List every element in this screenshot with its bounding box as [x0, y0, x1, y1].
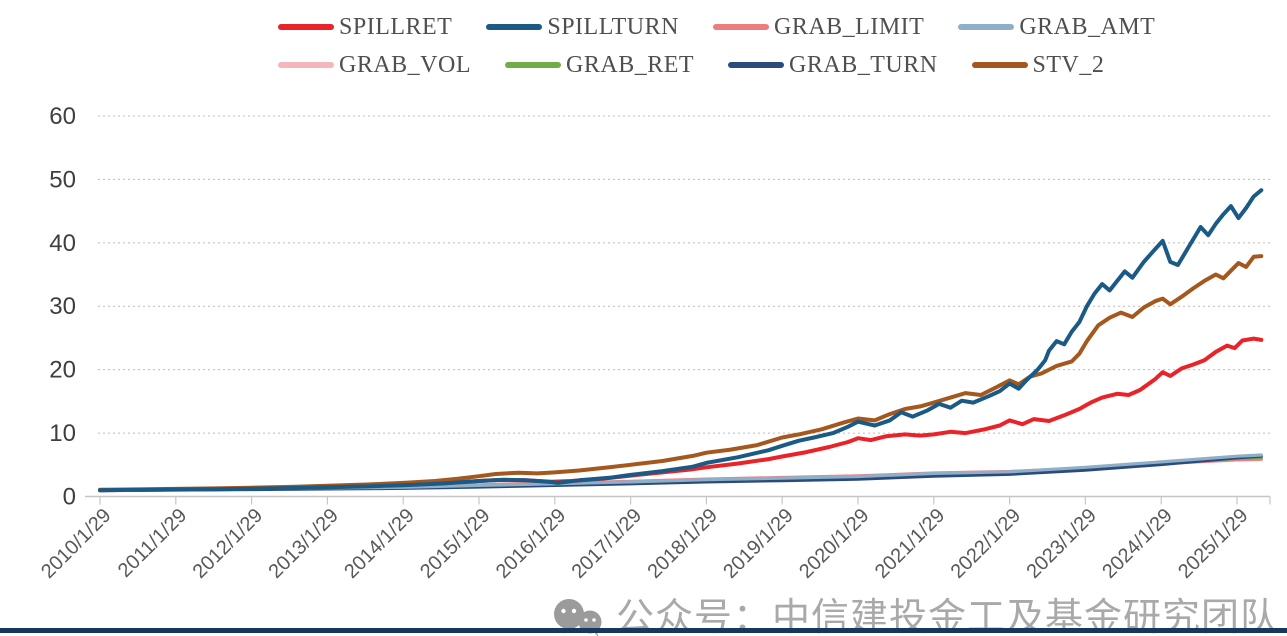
legend-item-SPILLTURN: SPILLTURN [486, 14, 679, 41]
legend-swatch-SPILLRET [278, 24, 334, 30]
legend-label: SPILLTURN [547, 13, 679, 40]
x-tick-label: 2018/1/29 [643, 504, 721, 582]
x-tick-label: 2012/1/29 [189, 504, 267, 582]
legend-label: GRAB_TURN [789, 51, 938, 78]
x-tick-label: 2016/1/29 [492, 504, 570, 582]
legend-swatch-SPILLTURN [486, 24, 543, 30]
legend-item-GRAB_LIMIT: GRAB_LIMIT [712, 13, 925, 41]
x-tick-label: 2011/1/29 [114, 504, 191, 581]
legend-swatch-GRAB_TURN [728, 62, 785, 68]
legend-label: GRAB_LIMIT [773, 13, 925, 40]
series-line-STV_2 [98, 254, 1264, 492]
x-tick-label: 2015/1/29 [416, 504, 494, 582]
x-tick-label: 2023/1/29 [1022, 504, 1100, 582]
bottom-divider-bar [0, 628, 1287, 633]
x-tick-label: 2022/1/29 [947, 504, 1025, 582]
y-tick-label: 0 [63, 484, 76, 511]
legend-swatch-GRAB_VOL [278, 62, 334, 68]
x-tick-label: 2010/1/29 [37, 504, 115, 582]
legend-item-SPILLRET: SPILLRET [278, 14, 452, 41]
legend-swatch-GRAB_RET [505, 62, 562, 68]
line-chart: 0 10 20 30 40 50 60 2010/1/292011/1/292012/1/29… [37, 103, 1271, 583]
x-tick-label: 2014/1/29 [340, 504, 418, 582]
legend-item-STV_2: STV_2 [971, 51, 1105, 79]
x-tick-label: 2017/1/29 [568, 504, 646, 582]
legend-item-GRAB_RET: GRAB_RET [505, 52, 694, 79]
legend-label: SPILLRET [339, 13, 453, 40]
x-tick-label: 2013/1/29 [264, 504, 342, 582]
y-tick-label: 50 [49, 166, 76, 193]
legend-row-1: SPILLRET SPILLTURN GRAB_LIMIT GRAB_AMT [278, 8, 1258, 46]
legend-row-2: GRAB_VOL GRAB_RET GRAB_TURN STV_2 [278, 46, 1258, 84]
legend-label: GRAB_RET [566, 51, 695, 78]
legend-swatch-STV_2 [971, 62, 1028, 68]
legend-swatch-GRAB_AMT [958, 24, 1015, 30]
legend-item-GRAB_AMT: GRAB_AMT [958, 14, 1155, 41]
y-tick-label: 10 [49, 420, 76, 447]
wechat-icon [554, 599, 602, 636]
y-tick-label: 20 [49, 357, 76, 384]
x-tick-label: 2019/1/29 [719, 504, 797, 582]
x-tick-label: 2021/1/29 [871, 504, 949, 582]
legend-label: GRAB_AMT [1019, 13, 1156, 40]
y-tick-label: 30 [49, 293, 76, 320]
legend-label: STV_2 [1032, 51, 1105, 78]
y-tick-label: 40 [49, 230, 76, 257]
y-tick-label: 60 [49, 103, 76, 130]
x-tick-label: 2025/1/29 [1174, 504, 1252, 582]
legend-item-GRAB_TURN: GRAB_TURN [728, 52, 938, 79]
legend-swatch-GRAB_LIMIT [712, 24, 769, 30]
series-line-GRAB_AMT [98, 453, 1263, 492]
series-line-SPILLTURN [98, 188, 1264, 493]
x-tick-label: 2020/1/29 [795, 504, 873, 582]
legend-item-GRAB_VOL: GRAB_VOL [278, 52, 471, 79]
x-tick-label: 2024/1/29 [1098, 504, 1176, 582]
legend-label: GRAB_VOL [339, 51, 472, 78]
chart-legend: SPILLRET SPILLTURN GRAB_LIMIT GRAB_AMT GRAB_… [278, 8, 1258, 84]
